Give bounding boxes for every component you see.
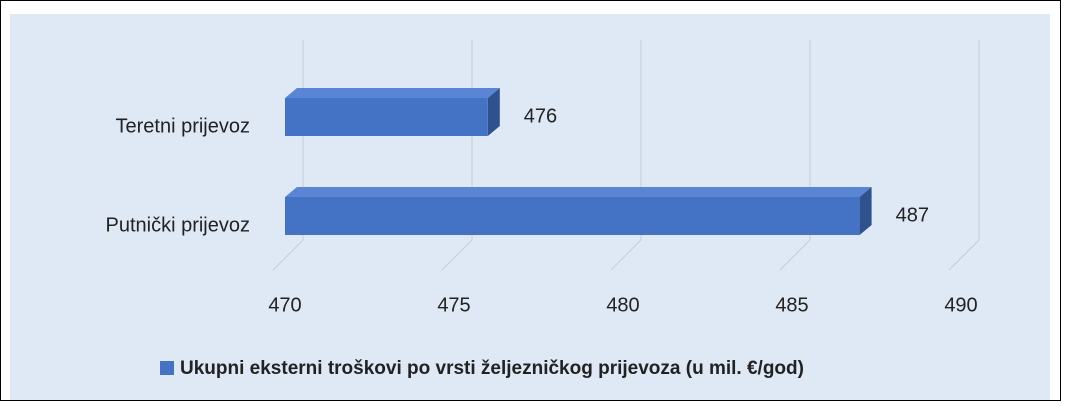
x-tick-label: 470	[268, 294, 301, 316]
floor-line	[779, 239, 811, 271]
value-label: 487	[896, 204, 929, 226]
x-tick-label: 475	[437, 294, 470, 316]
floor-line	[272, 239, 304, 271]
bar-top	[285, 88, 500, 98]
bar-top	[285, 187, 872, 197]
bar-front	[285, 98, 488, 136]
bar	[285, 187, 872, 235]
bar-side	[859, 187, 872, 235]
legend-label: Ukupni eksterni troškovi po vrsti željez…	[180, 358, 804, 379]
bar	[285, 88, 500, 136]
value-label: 476	[524, 105, 557, 127]
x-tick-label: 480	[606, 294, 639, 316]
floor-line	[948, 239, 980, 271]
legend-swatch	[160, 361, 174, 375]
bar-front	[285, 197, 860, 235]
y-tick-label: Teretni prijevoz	[115, 115, 250, 137]
floor-line	[610, 239, 642, 271]
floor-line	[441, 239, 473, 271]
y-tick-label: Putnički prijevoz	[105, 214, 250, 236]
x-tick-label: 490	[944, 294, 977, 316]
x-tick-label: 485	[775, 294, 808, 316]
bar-side	[487, 88, 500, 136]
